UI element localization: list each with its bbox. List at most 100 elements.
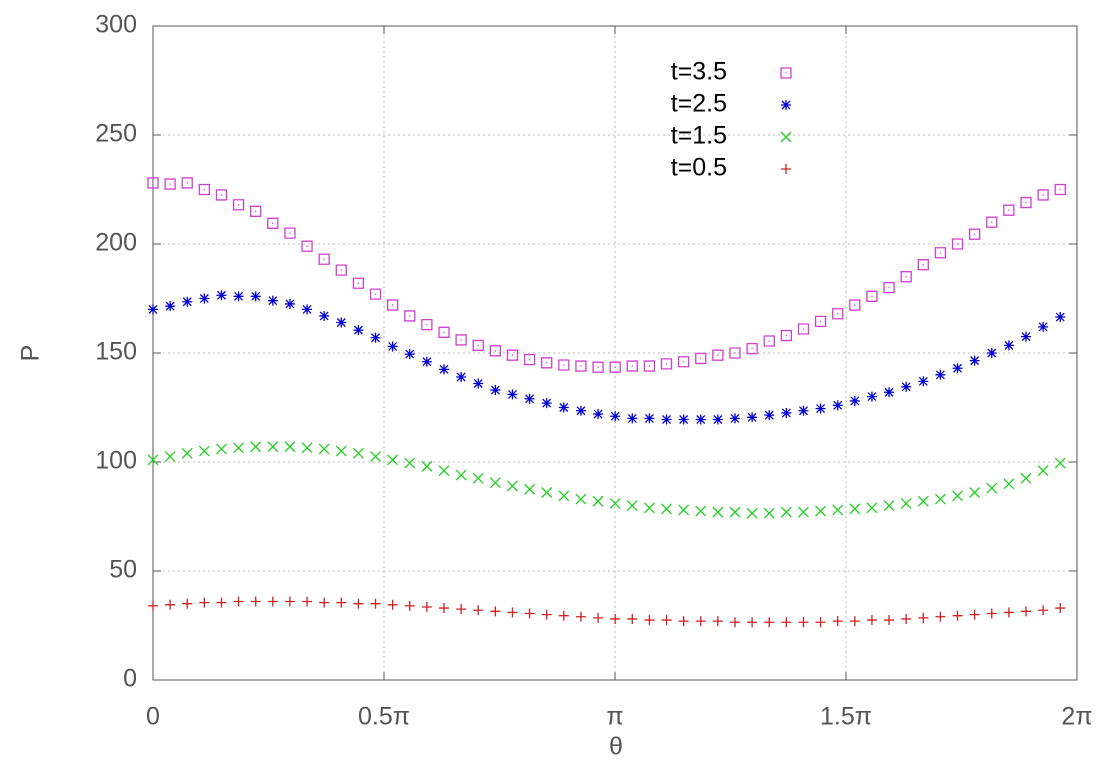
data-point: [456, 604, 467, 615]
data-point: [165, 301, 176, 312]
data-point: [884, 615, 895, 626]
data-point: [489, 345, 502, 357]
data-point: [952, 490, 963, 502]
data-point: [832, 616, 843, 627]
data-point: [284, 298, 295, 309]
data-point: [968, 228, 981, 240]
x-tick-label: 2π: [1061, 703, 1092, 731]
data-point: [233, 596, 244, 607]
data-point: [986, 216, 998, 228]
data-point: [199, 293, 210, 304]
data-point: [866, 502, 878, 514]
data-point: [901, 613, 912, 624]
data-point: [986, 482, 998, 494]
data-point: [593, 612, 604, 623]
data-point: [387, 341, 398, 352]
data-point: [1020, 472, 1032, 484]
data-point: [917, 259, 929, 271]
data-point: [284, 596, 295, 607]
data-point: [610, 613, 621, 624]
data-point: [814, 315, 827, 328]
data-point: [643, 502, 655, 514]
data-point: [353, 598, 364, 609]
data-point: [609, 497, 621, 509]
data-point: [489, 477, 501, 489]
data-point: [849, 395, 860, 406]
data-point: [934, 493, 946, 505]
data-point: [712, 616, 723, 627]
x-tick-label: 1.5π: [820, 703, 872, 731]
data-point: [935, 369, 946, 380]
data-point: [148, 304, 158, 315]
data-point: [147, 177, 159, 189]
data-point: [524, 483, 536, 495]
x-tick-label: 0: [146, 703, 160, 731]
data-point: [369, 288, 382, 300]
data-point: [541, 609, 552, 620]
data-point: [507, 607, 518, 618]
data-point: [678, 504, 690, 516]
data-point: [695, 505, 707, 517]
data-point: [421, 601, 432, 612]
data-point: [918, 612, 929, 623]
data-point: [730, 413, 740, 424]
data-point: [148, 600, 158, 611]
data-point: [1021, 331, 1031, 342]
data-point: [352, 277, 365, 289]
data-point: [198, 183, 211, 196]
legend-label: t=2.5: [671, 90, 727, 118]
data-point: [541, 398, 552, 409]
data-point: [832, 400, 843, 411]
data-point: [951, 238, 964, 250]
data-point: [729, 506, 741, 518]
data-point: [318, 253, 330, 265]
y-tick-label: 250: [95, 120, 137, 148]
data-point: [764, 410, 775, 421]
data-point: [644, 413, 655, 424]
data-point: [541, 487, 553, 498]
data-point: [386, 299, 399, 311]
data-point: [1037, 465, 1049, 477]
data-point: [832, 504, 844, 516]
data-point: [284, 227, 296, 239]
data-point: [575, 405, 586, 416]
data-point: [421, 319, 433, 331]
data-point: [524, 608, 535, 619]
data-point: [884, 387, 895, 398]
data-point: [627, 613, 638, 624]
data-point: [335, 264, 347, 276]
data-point: [301, 240, 313, 252]
data-point: [523, 353, 536, 366]
data-point: [900, 497, 912, 509]
legend-marker: [780, 131, 792, 143]
x-tick-label: π: [606, 703, 623, 731]
data-point: [302, 596, 313, 607]
data-point: [798, 405, 809, 416]
data-point: [353, 325, 364, 336]
data-point: [250, 205, 262, 217]
data-point: [764, 617, 775, 628]
legend-label: t=0.5: [671, 154, 727, 182]
data-point: [387, 599, 398, 610]
y-tick-label: 100: [95, 447, 137, 475]
data-point: [575, 611, 586, 622]
data-point: [438, 326, 450, 338]
plot-frame: [152, 25, 1078, 681]
data-point: [1055, 603, 1066, 614]
data-point: [866, 290, 878, 302]
data-point: [900, 271, 912, 283]
data-point: [336, 317, 347, 328]
legend-label: t=1.5: [671, 122, 727, 150]
data-point: [507, 480, 518, 492]
data-point: [1020, 196, 1032, 209]
data-point: [199, 597, 210, 608]
data-point: [438, 465, 450, 477]
data-point: [917, 495, 929, 507]
data-point: [575, 360, 587, 372]
data-point: [1055, 312, 1066, 323]
data-point: [472, 472, 484, 484]
data-point: [866, 615, 877, 626]
data-point: [319, 597, 330, 608]
data-point: [918, 376, 929, 387]
data-point: [661, 615, 672, 626]
